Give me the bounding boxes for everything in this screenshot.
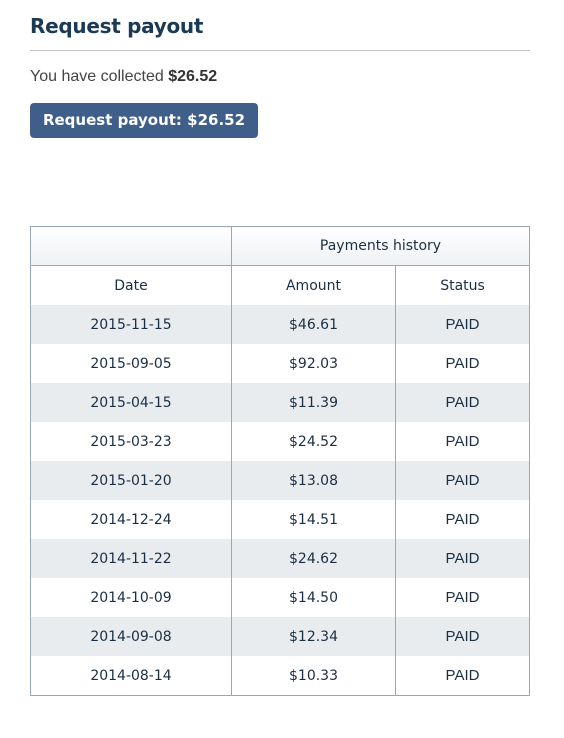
- payments-history-header: Payments history: [231, 226, 530, 266]
- table-group-header-row: Payments history: [30, 226, 530, 266]
- amount-cell: $92.03: [231, 344, 396, 383]
- column-header-amount: Amount: [231, 265, 396, 305]
- amount-cell: $12.34: [231, 617, 396, 656]
- group-header-empty-cell: [30, 226, 232, 266]
- status-cell: PAID: [395, 305, 530, 344]
- amount-cell: $24.52: [231, 422, 396, 461]
- date-cell: 2015-04-15: [30, 383, 232, 422]
- amount-cell: $24.62: [231, 539, 396, 578]
- date-cell: 2015-03-23: [30, 422, 232, 461]
- table-row: 2014-12-24 $14.51 PAID: [30, 500, 530, 539]
- amount-cell: $14.51: [231, 500, 396, 539]
- page-title: Request payout: [30, 14, 204, 38]
- table-row: 2015-03-23 $24.52 PAID: [30, 422, 530, 461]
- status-cell: PAID: [395, 539, 530, 578]
- status-cell: PAID: [395, 656, 530, 696]
- date-cell: 2015-01-20: [30, 461, 232, 500]
- status-cell: PAID: [395, 383, 530, 422]
- date-cell: 2014-09-08: [30, 617, 232, 656]
- amount-cell: $11.39: [231, 383, 396, 422]
- date-cell: 2015-11-15: [30, 305, 232, 344]
- date-cell: 2015-09-05: [30, 344, 232, 383]
- payments-history-table: Payments history Date Amount Status 2015…: [30, 226, 530, 696]
- amount-cell: $14.50: [231, 578, 396, 617]
- collected-summary: You have collected $26.52: [30, 68, 217, 86]
- table-row: 2014-10-09 $14.50 PAID: [30, 578, 530, 617]
- status-cell: PAID: [395, 578, 530, 617]
- table-row: 2015-09-05 $92.03 PAID: [30, 344, 530, 383]
- amount-cell: $46.61: [231, 305, 396, 344]
- table-row: 2015-04-15 $11.39 PAID: [30, 383, 530, 422]
- table-row: 2015-01-20 $13.08 PAID: [30, 461, 530, 500]
- date-cell: 2014-08-14: [30, 656, 232, 696]
- amount-cell: $10.33: [231, 656, 396, 696]
- date-cell: 2014-12-24: [30, 500, 232, 539]
- status-cell: PAID: [395, 422, 530, 461]
- status-cell: PAID: [395, 461, 530, 500]
- table-row: 2014-09-08 $12.34 PAID: [30, 617, 530, 656]
- collected-label: You have collected: [30, 68, 164, 85]
- status-cell: PAID: [395, 500, 530, 539]
- status-cell: PAID: [395, 617, 530, 656]
- table-column-header-row: Date Amount Status: [30, 265, 530, 305]
- date-cell: 2014-10-09: [30, 578, 232, 617]
- table-row: 2014-11-22 $24.62 PAID: [30, 539, 530, 578]
- request-payout-button[interactable]: Request payout: $26.52: [30, 103, 258, 138]
- amount-cell: $13.08: [231, 461, 396, 500]
- payments-history-body: 2015-11-15 $46.61 PAID 2015-09-05 $92.03 PAID…: [30, 305, 530, 696]
- status-cell: PAID: [395, 344, 530, 383]
- column-header-status: Status: [395, 265, 530, 305]
- column-header-date: Date: [30, 265, 232, 305]
- table-row: 2014-08-14 $10.33 PAID: [30, 656, 530, 696]
- collected-amount: $26.52: [168, 68, 218, 85]
- title-divider: [30, 50, 530, 51]
- table-row: 2015-11-15 $46.61 PAID: [30, 305, 530, 344]
- date-cell: 2014-11-22: [30, 539, 232, 578]
